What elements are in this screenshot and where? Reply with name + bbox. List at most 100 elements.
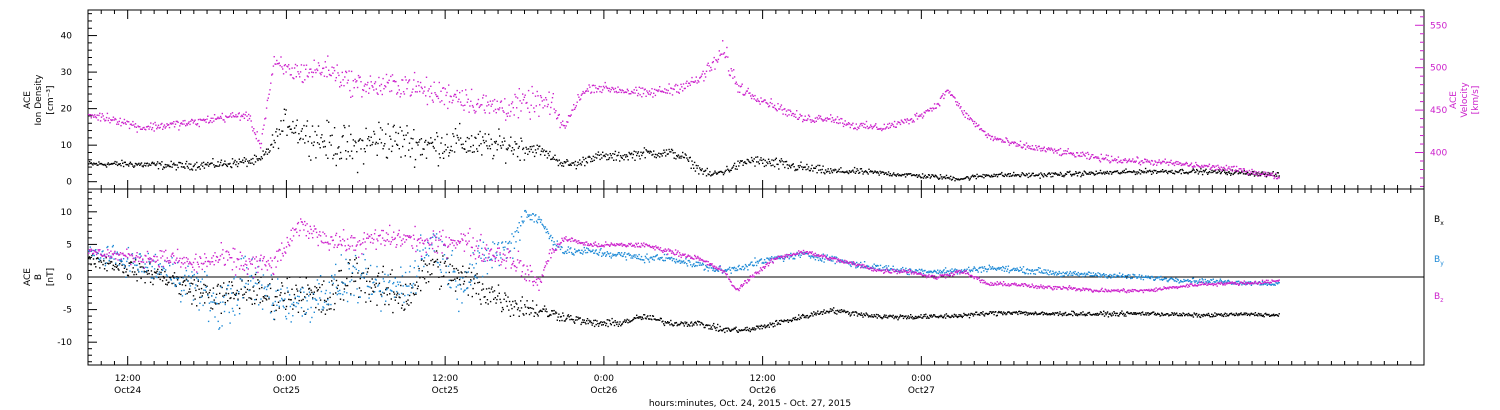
velocity-point [427, 90, 429, 92]
velocity-point [703, 80, 705, 82]
bx-point [1145, 312, 1147, 314]
bx-point [971, 313, 974, 315]
density-point [1264, 173, 1266, 175]
bx-point [1045, 312, 1048, 314]
velocity-point [946, 89, 948, 91]
by-point [197, 278, 199, 281]
bx-point [456, 277, 458, 279]
velocity-point [1146, 159, 1148, 161]
bx-point [962, 315, 964, 317]
bx-point [686, 321, 688, 324]
velocity-point [1036, 149, 1039, 151]
by-point [142, 267, 145, 269]
velocity-point [994, 136, 996, 138]
density-point [202, 161, 205, 164]
density-point [1033, 175, 1035, 177]
density-point [152, 162, 155, 165]
bx-point [598, 323, 601, 325]
bx-point [409, 283, 411, 285]
density-point [121, 159, 123, 162]
bx-point [1199, 316, 1201, 318]
velocity-point [752, 95, 754, 97]
velocity-point [272, 65, 275, 67]
bx-point [577, 316, 579, 318]
density-point [156, 163, 158, 165]
velocity-point [328, 69, 330, 71]
bx-point [273, 318, 276, 321]
velocity-point [729, 74, 731, 77]
density-point [359, 138, 361, 140]
velocity-point [1037, 145, 1040, 148]
bx-point [413, 294, 415, 296]
velocity-point [662, 91, 664, 93]
density-point [208, 165, 210, 167]
bx-point [555, 312, 558, 314]
bx-point [114, 265, 116, 268]
bx-point [447, 257, 449, 259]
density-point [598, 154, 600, 156]
density-point [577, 161, 579, 163]
velocity-point [562, 120, 564, 122]
bx-point [570, 315, 572, 317]
velocity-point [1233, 165, 1235, 168]
velocity-point [1247, 173, 1249, 175]
velocity-point [744, 92, 747, 94]
bx-point [952, 316, 955, 318]
velocity-point [907, 119, 909, 121]
density-point [1081, 172, 1084, 175]
bx-point [285, 305, 288, 308]
by-point [173, 277, 176, 279]
density-point [755, 156, 757, 158]
density-point [237, 163, 240, 165]
velocity-point [699, 76, 702, 79]
bx-point [828, 312, 830, 314]
by-point [232, 310, 234, 312]
density-point [1277, 172, 1279, 174]
bx-point [1076, 313, 1078, 315]
density-point [410, 137, 412, 140]
velocity-point [846, 123, 848, 125]
density-point [1037, 174, 1040, 176]
density-point [579, 159, 581, 161]
bx-point [1018, 310, 1021, 312]
bx-point [306, 293, 308, 295]
bx-point [403, 309, 405, 311]
bx-point [770, 323, 772, 326]
velocity-point [1213, 165, 1215, 167]
density-point [167, 165, 169, 167]
velocity-point [831, 117, 834, 119]
bx-point [1188, 312, 1190, 315]
bx-point [443, 262, 446, 264]
bx-point [1122, 313, 1124, 316]
bx-point [90, 263, 92, 266]
bx-point [944, 314, 946, 316]
bx-point [479, 298, 481, 301]
bx-point [1177, 314, 1179, 317]
velocity-point [1211, 166, 1213, 168]
velocity-point [1070, 152, 1073, 155]
density-point [570, 164, 572, 166]
bx-point [991, 311, 994, 313]
bx-point [757, 327, 759, 329]
density-point [363, 148, 366, 150]
bx-point [1203, 313, 1205, 316]
velocity-point [866, 125, 868, 128]
density-point [596, 157, 598, 159]
bx-point [283, 299, 285, 302]
density-point [470, 146, 472, 148]
bx-point [1259, 314, 1261, 317]
density-point [171, 166, 173, 168]
velocity-point [561, 124, 563, 126]
density-point [200, 164, 202, 166]
bx-point [1237, 314, 1239, 317]
density-point [552, 156, 554, 158]
velocity-point [1164, 158, 1166, 160]
velocity-point [959, 107, 961, 109]
velocity-point [476, 103, 478, 106]
by-point [124, 266, 126, 269]
bx-point [845, 311, 848, 313]
density-point [872, 172, 874, 174]
bx-point [956, 315, 958, 318]
by-point [200, 281, 202, 283]
velocity-point [1074, 156, 1076, 158]
